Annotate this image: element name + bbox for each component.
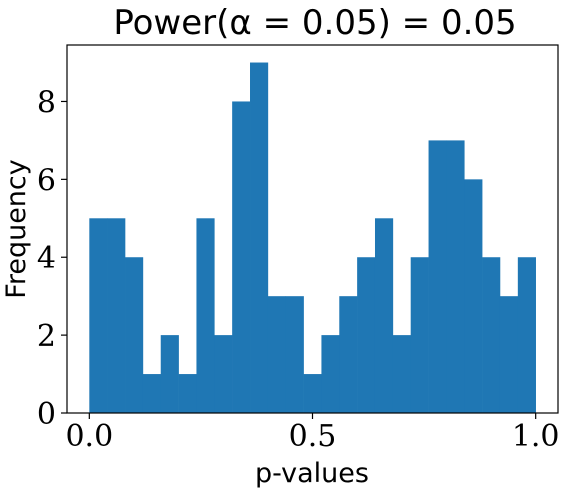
bars-group bbox=[89, 62, 536, 414]
x-tick-label: 0.0 bbox=[65, 419, 113, 454]
histogram-bar bbox=[410, 257, 429, 413]
y-axis-ticks: 0 2 4 6 8 bbox=[37, 85, 67, 432]
histogram-bar bbox=[499, 296, 519, 413]
histogram-bar bbox=[267, 296, 287, 413]
histogram-bar bbox=[142, 374, 162, 413]
histogram-bar bbox=[196, 218, 215, 413]
histogram-bar bbox=[517, 257, 536, 413]
histogram-bar bbox=[482, 257, 501, 413]
y-tick-label: 6 bbox=[37, 163, 56, 198]
histogram-bar bbox=[446, 140, 465, 413]
y-tick-label: 2 bbox=[37, 319, 56, 354]
histogram-bar bbox=[232, 101, 251, 413]
histogram-bar bbox=[374, 218, 394, 413]
histogram-bar bbox=[428, 140, 447, 413]
histogram-bar bbox=[178, 374, 197, 413]
histogram-bar bbox=[250, 62, 269, 414]
histogram-bar bbox=[357, 257, 376, 413]
x-tick-label: 1.0 bbox=[512, 419, 560, 454]
histogram-bar bbox=[392, 335, 411, 413]
histogram-bar bbox=[339, 296, 358, 413]
chart-title: Power(α = 0.05) = 0.05 bbox=[113, 3, 516, 43]
y-tick-label: 0 bbox=[37, 397, 56, 432]
histogram-bar bbox=[125, 257, 144, 413]
x-axis-label: p-values bbox=[255, 458, 369, 489]
histogram-bar bbox=[107, 218, 126, 413]
histogram-bar bbox=[321, 335, 340, 413]
x-tick-label: 0.5 bbox=[289, 419, 337, 454]
histogram-bar bbox=[464, 179, 483, 413]
histogram-bar bbox=[285, 296, 304, 413]
histogram-bar bbox=[214, 335, 233, 413]
histogram-bar bbox=[303, 374, 322, 413]
histogram-bar bbox=[89, 218, 108, 413]
y-axis-label: Frequency bbox=[1, 159, 32, 299]
x-axis-ticks: 0.0 0.5 1.0 bbox=[65, 413, 560, 454]
histogram-bar bbox=[160, 335, 179, 413]
y-tick-label: 4 bbox=[37, 241, 56, 276]
y-tick-label: 8 bbox=[37, 85, 56, 120]
